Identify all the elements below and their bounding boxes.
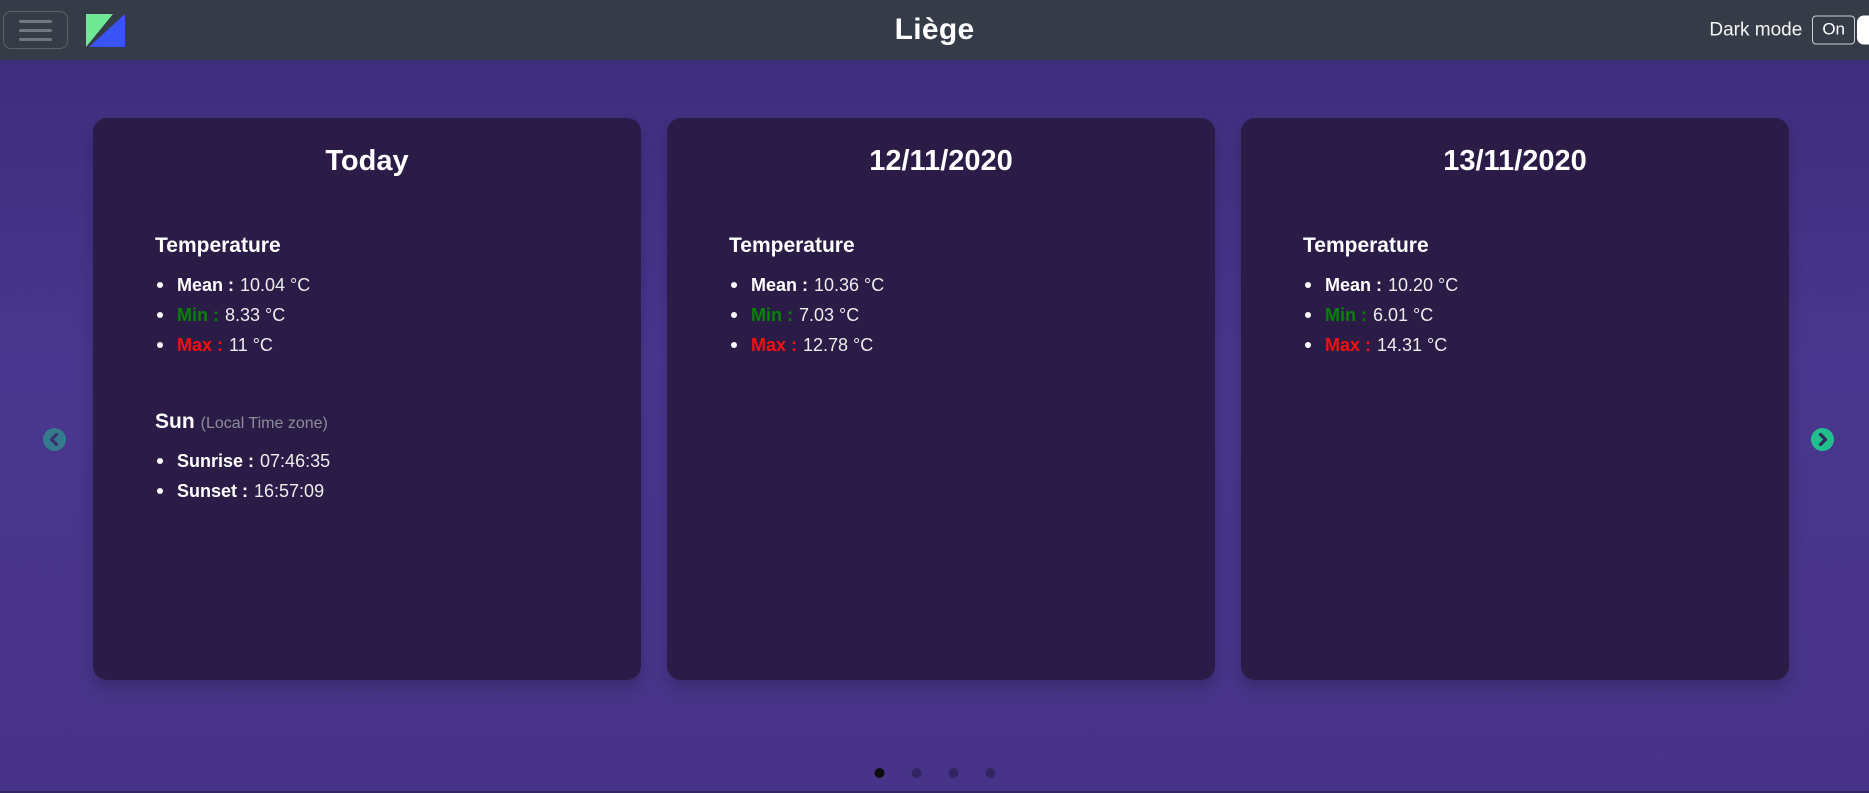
cards-row: Today Temperature Mean :10.04 °C Min :8.… bbox=[0, 60, 1869, 680]
temperature-heading: Temperature bbox=[729, 234, 855, 257]
app-logo-icon[interactable] bbox=[86, 11, 126, 49]
carousel-dot-1[interactable] bbox=[874, 768, 884, 778]
max-row: Max :14.31 °C bbox=[1303, 330, 1789, 360]
chevron-right-icon bbox=[1818, 433, 1828, 446]
hamburger-icon bbox=[19, 19, 52, 23]
card-title: Today bbox=[325, 145, 409, 177]
darkmode-toggle[interactable]: On bbox=[1812, 15, 1869, 45]
carousel-next-button[interactable] bbox=[1811, 428, 1834, 451]
darkmode-control: Dark mode On bbox=[1709, 15, 1869, 45]
sunset-row: Sunset :16:57:09 bbox=[155, 476, 641, 506]
weather-card-today: Today Temperature Mean :10.04 °C Min :8.… bbox=[93, 118, 641, 680]
mean-row: Mean :10.04 °C bbox=[155, 270, 641, 300]
sun-list: Sunrise :07:46:35 Sunset :16:57:09 bbox=[131, 446, 641, 506]
mean-row: Mean :10.36 °C bbox=[729, 270, 1215, 300]
sun-timezone-note: (Local Time zone) bbox=[200, 415, 328, 432]
card-title: 13/11/2020 bbox=[1443, 145, 1587, 177]
hamburger-menu-button[interactable] bbox=[3, 11, 68, 49]
temperature-list: Mean :10.20 °C Min :6.01 °C Max :14.31 °… bbox=[1279, 270, 1789, 360]
max-row: Max :12.78 °C bbox=[729, 330, 1215, 360]
weather-card-12-11-2020: 12/11/2020 Temperature Mean :10.36 °C Mi… bbox=[667, 118, 1215, 680]
sun-section: Sun (Local Time zone) Sunrise :07:46:35 S… bbox=[131, 410, 641, 506]
darkmode-toggle-knob[interactable] bbox=[1857, 15, 1869, 45]
temperature-list: Mean :10.04 °C Min :8.33 °C Max :11 °C bbox=[131, 270, 641, 360]
card-title: 12/11/2020 bbox=[869, 145, 1013, 177]
carousel-dot-4[interactable] bbox=[985, 768, 995, 778]
min-row: Min :6.01 °C bbox=[1303, 300, 1789, 330]
temperature-heading: Temperature bbox=[155, 234, 281, 257]
temperature-heading: Temperature bbox=[1303, 234, 1429, 257]
carousel-dot-3[interactable] bbox=[948, 768, 958, 778]
carousel-prev-button[interactable] bbox=[43, 428, 66, 451]
max-row: Max :11 °C bbox=[155, 330, 641, 360]
darkmode-toggle-state[interactable]: On bbox=[1812, 15, 1855, 45]
carousel-dot-2[interactable] bbox=[911, 768, 921, 778]
temperature-list: Mean :10.36 °C Min :7.03 °C Max :12.78 °… bbox=[705, 270, 1215, 360]
darkmode-label: Dark mode bbox=[1709, 19, 1803, 40]
weather-carousel: Today Temperature Mean :10.04 °C Min :8.… bbox=[0, 60, 1869, 793]
mean-row: Mean :10.20 °C bbox=[1303, 270, 1789, 300]
min-row: Min :7.03 °C bbox=[729, 300, 1215, 330]
sun-heading: Sun (Local Time zone) bbox=[155, 410, 328, 433]
weather-card-13-11-2020: 13/11/2020 Temperature Mean :10.20 °C Mi… bbox=[1241, 118, 1789, 680]
sunrise-row: Sunrise :07:46:35 bbox=[155, 446, 641, 476]
navbar: Liège Dark mode On bbox=[0, 0, 1869, 60]
min-row: Min :8.33 °C bbox=[155, 300, 641, 330]
chevron-left-icon bbox=[49, 433, 59, 446]
page-title: Liège bbox=[894, 13, 975, 46]
carousel-pagination bbox=[874, 768, 995, 778]
